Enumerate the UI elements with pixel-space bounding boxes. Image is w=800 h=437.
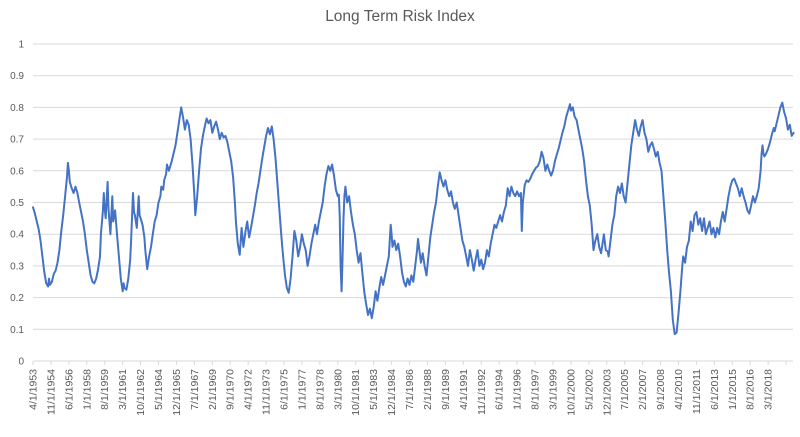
y-axis-label: 0.9 — [10, 71, 24, 82]
y-axis-label: 0.6 — [10, 166, 24, 177]
x-axis-label: 8/1/1978 — [314, 369, 326, 410]
x-axis-label: 3/1/2018 — [763, 369, 775, 410]
x-axis-label: 3/1/1980 — [332, 369, 344, 410]
x-axis-label: 9/1/1989 — [440, 369, 452, 410]
risk-index-line — [32, 101, 795, 336]
x-axis-label: 6/1/1994 — [494, 369, 506, 410]
x-axis-label: 9/1/1970 — [225, 369, 237, 410]
x-axis-label: 11/1/1973 — [261, 369, 273, 415]
y-axis-label: 0.8 — [10, 103, 24, 114]
x-axis-label: 7/1/2005 — [619, 369, 631, 410]
x-axis-label: 7/1/1967 — [189, 369, 201, 410]
x-axis-label: 4/1/1972 — [243, 369, 255, 410]
y-axis-label: 0.7 — [10, 135, 24, 146]
x-axis-label: 10/1/1962 — [135, 369, 147, 416]
x-axis-label: 4/1/1991 — [458, 369, 470, 410]
y-axis-label: 0.2 — [10, 293, 24, 304]
y-axis-label: 0.5 — [10, 198, 24, 209]
x-axis-label: 12/1/1965 — [171, 369, 183, 416]
x-axis-label: 10/1/1981 — [350, 369, 362, 416]
x-axis-label: 6/1/1956 — [63, 369, 75, 410]
x-axis-label: 5/1/1964 — [153, 369, 165, 410]
x-axis-label: 6/1/2013 — [709, 369, 721, 410]
x-axis-label: 1/1/1977 — [296, 369, 308, 410]
x-axis-label: 9/1/2008 — [655, 369, 667, 410]
x-axis-label: 3/1/1999 — [547, 369, 559, 410]
x-axis-label: 7/1/1986 — [404, 369, 416, 410]
x-axis-label: 2/1/2007 — [637, 369, 649, 410]
x-axis-label: 1/1/1958 — [81, 369, 93, 410]
x-axis-label: 11/1/1954 — [45, 369, 57, 415]
x-axis-label: 10/1/2000 — [565, 369, 577, 416]
x-axis-label: 5/1/1983 — [368, 369, 380, 410]
x-axis-label: 5/1/2002 — [583, 369, 595, 410]
x-axis-label: 4/1/1953 — [28, 369, 40, 410]
y-axis-label: 1 — [18, 40, 24, 51]
x-axis-label: 1/1/1996 — [512, 369, 524, 410]
x-axis-label: 11/1/2011 — [691, 369, 703, 414]
y-axis-label: 0.3 — [10, 261, 24, 272]
y-axis-label: 0.4 — [10, 230, 24, 241]
x-axis-label: 12/1/2003 — [601, 369, 613, 416]
x-axis-label: 4/1/2010 — [673, 369, 685, 410]
x-axis-label: 8/1/1997 — [530, 369, 542, 410]
x-axis-label: 6/1/1975 — [279, 369, 291, 410]
x-axis-label: 8/1/2016 — [745, 369, 757, 410]
x-axis-label: 12/1/1984 — [386, 369, 398, 416]
x-axis-label: 3/1/1961 — [117, 369, 129, 410]
x-axis-label: 8/1/1959 — [99, 369, 111, 410]
y-axis-label: 0.1 — [10, 325, 24, 336]
x-axis-label: 1/1/2015 — [727, 369, 739, 410]
chart-title: Long Term Risk Index — [325, 8, 475, 25]
x-axis-label: 2/1/1969 — [207, 369, 219, 410]
y-axis-label: 0 — [18, 357, 24, 368]
x-axis-label: 11/1/1992 — [476, 369, 488, 415]
x-axis-label: 2/1/1988 — [422, 369, 434, 410]
